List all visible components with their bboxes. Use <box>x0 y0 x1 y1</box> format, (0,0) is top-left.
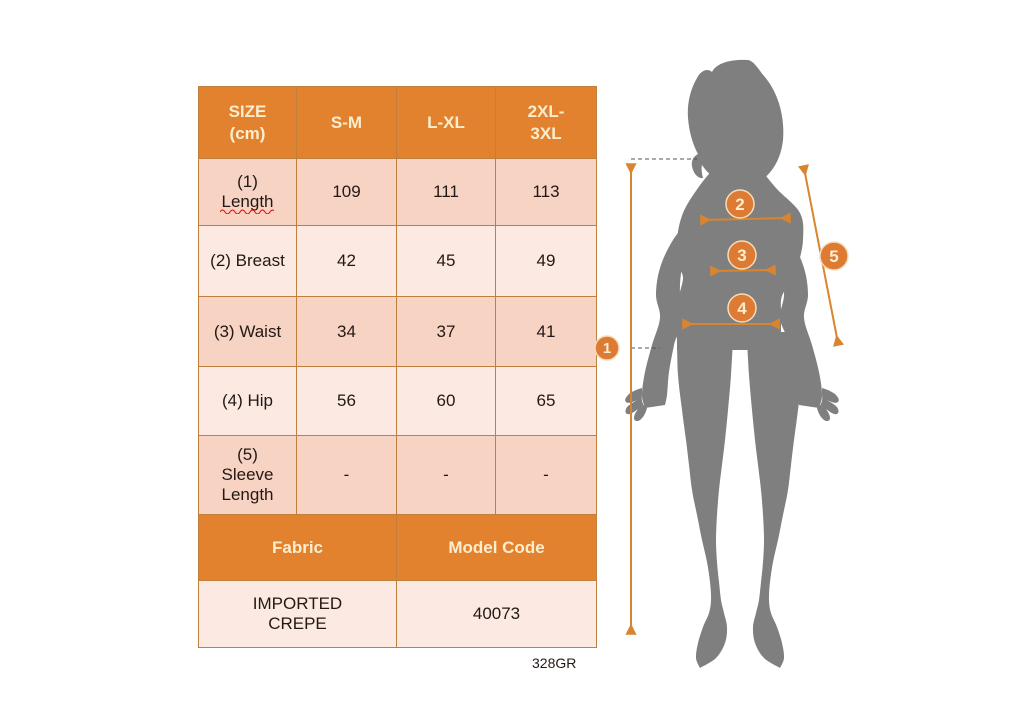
svg-text:1: 1 <box>603 340 611 357</box>
svg-text:5: 5 <box>829 247 838 266</box>
svg-text:4: 4 <box>737 299 747 318</box>
svg-text:3: 3 <box>737 246 746 265</box>
svg-text:2: 2 <box>735 195 744 214</box>
